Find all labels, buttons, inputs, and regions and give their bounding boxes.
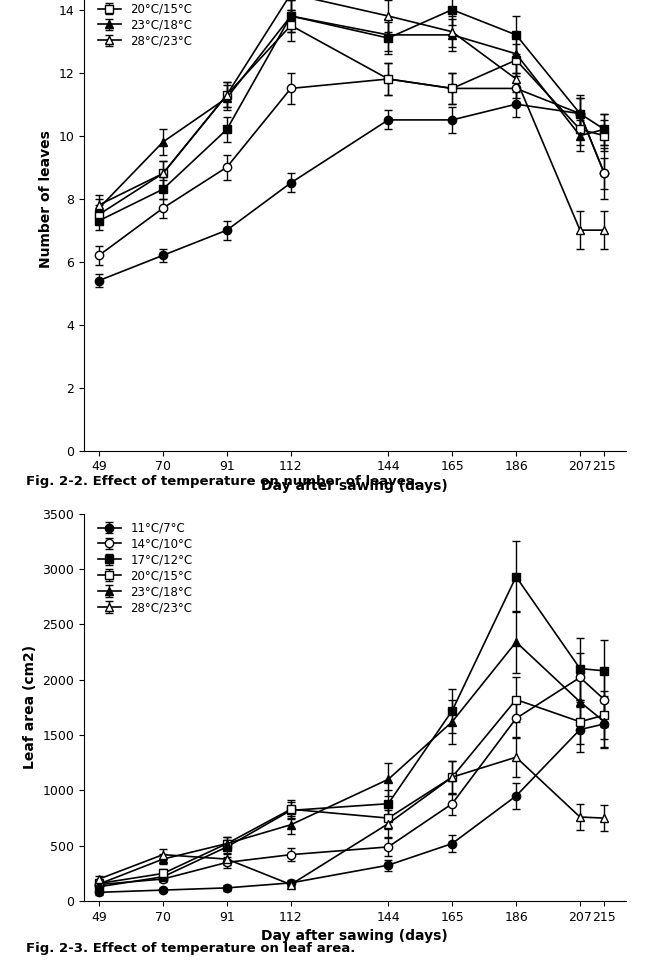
X-axis label: Day after sawing (days): Day after sawing (days) xyxy=(261,479,448,493)
X-axis label: Day after sawing (days): Day after sawing (days) xyxy=(261,929,448,944)
Legend: 11°C/7°C, 14°C/10°C, 17°C/12°C, 20°C/15°C, 23°C/18°C, 28°C/23°C: 11°C/7°C, 14°C/10°C, 17°C/12°C, 20°C/15°… xyxy=(95,0,195,50)
Text: Fig. 2-3. Effect of temperature on leaf area.: Fig. 2-3. Effect of temperature on leaf … xyxy=(26,942,355,954)
Legend: 11°C/7°C, 14°C/10°C, 17°C/12°C, 20°C/15°C, 23°C/18°C, 28°C/23°C: 11°C/7°C, 14°C/10°C, 17°C/12°C, 20°C/15°… xyxy=(95,519,195,617)
Y-axis label: Number of leaves: Number of leaves xyxy=(39,130,53,267)
Text: Fig. 2-2. Effect of temperature on number of leaves.: Fig. 2-2. Effect of temperature on numbe… xyxy=(26,475,419,487)
Y-axis label: Leaf area (cm2): Leaf area (cm2) xyxy=(23,645,37,769)
